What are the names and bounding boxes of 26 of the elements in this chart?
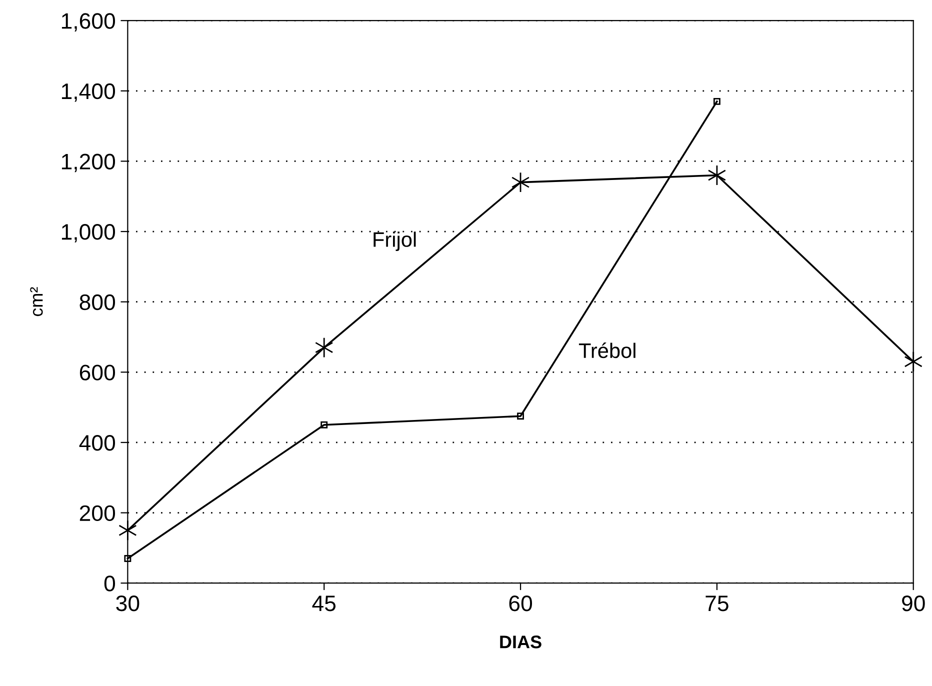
x-tick-label: 45 — [312, 596, 336, 612]
y-tick-label: 200 — [80, 505, 116, 522]
point — [517, 412, 524, 420]
series-label: Trébol — [578, 342, 636, 358]
y-tick-label: 1,000 — [62, 224, 116, 242]
x-tick-label: 75 — [706, 596, 728, 612]
point — [708, 164, 726, 186]
y-tick-label: 600 — [80, 364, 116, 380]
point — [314, 337, 334, 358]
point — [713, 98, 720, 105]
y-tick-label: 1,200 — [62, 154, 116, 172]
point — [904, 351, 922, 372]
y-tick-label: 0 — [104, 576, 116, 592]
y-tick-label: 800 — [80, 294, 116, 310]
point — [118, 520, 137, 541]
y-axis-title: cm² — [30, 287, 43, 316]
y-tick-label: 400 — [79, 435, 116, 451]
x-tick-label: 30 — [116, 595, 140, 612]
y-tick-label: 1,600 — [62, 13, 116, 32]
x-axis-title: DIAS — [500, 636, 542, 648]
x-tick-label: 60 — [509, 595, 532, 612]
point — [320, 421, 328, 428]
point — [124, 555, 132, 562]
y-tick-label: 1,400 — [62, 83, 116, 102]
x-tick-label: 90 — [902, 595, 925, 612]
series-label: Frijol — [374, 232, 416, 252]
